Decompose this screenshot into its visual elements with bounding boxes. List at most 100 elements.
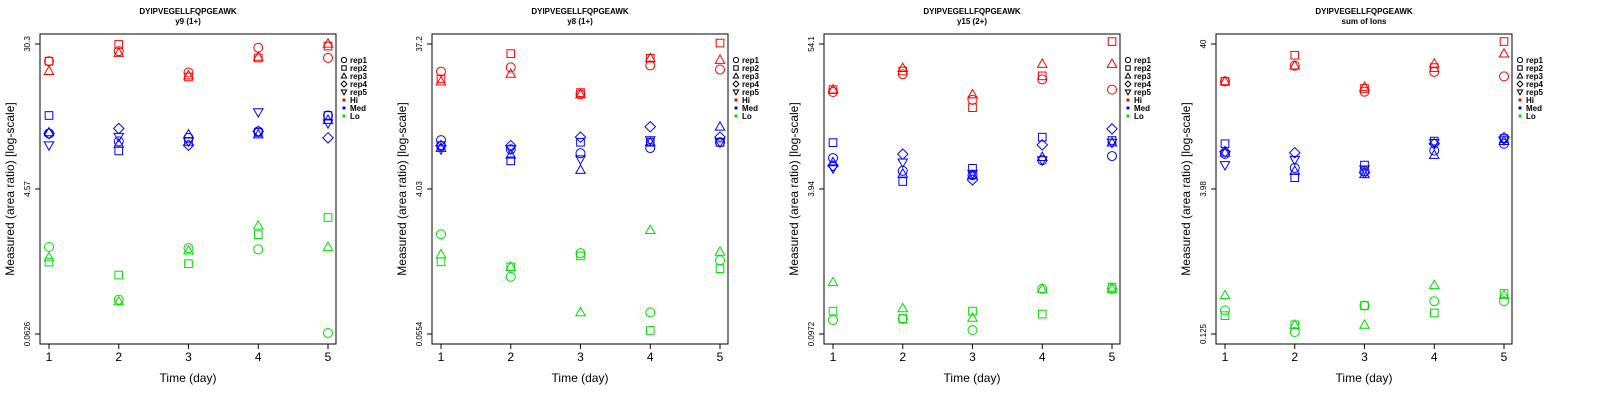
data-point-med-rep4 — [43, 127, 55, 140]
plot-frame — [1215, 33, 1513, 345]
data-point-lo-rep1 — [505, 271, 516, 282]
legend-marker-rep4 — [1516, 80, 1524, 88]
data-point-lo-rep3 — [827, 276, 839, 287]
data-point-lo-rep1 — [1220, 305, 1230, 316]
data-point-med-rep5 — [1219, 161, 1231, 172]
legend-marker-rep5 — [732, 89, 740, 96]
data-point-med-rep4 — [1358, 166, 1371, 179]
data-point-lo-rep2 — [1220, 311, 1230, 320]
legend-label: rep5 — [742, 88, 759, 97]
x-tick-label: 3 — [969, 350, 976, 364]
data-point-lo-rep1 — [715, 255, 725, 266]
data-point-med-rep4 — [644, 120, 657, 133]
data-point-hi-rep3 — [322, 37, 334, 48]
data-point-hi-rep3 — [505, 67, 517, 78]
data-point-lo-rep3 — [1428, 279, 1440, 290]
data-point-med-rep5 — [1036, 156, 1048, 167]
data-point-hi-rep3 — [714, 53, 726, 64]
data-point-med-rep2 — [506, 156, 516, 166]
data-point-hi-rep3 — [252, 50, 264, 61]
data-point-lo-rep3 — [182, 244, 195, 255]
legend-marker-rep2 — [1517, 65, 1523, 71]
data-point-med-rep3 — [1428, 149, 1440, 159]
data-point-lo-rep3 — [574, 306, 587, 317]
legend-label: rep3 — [350, 72, 367, 81]
y-axis-label: Measured (area ratio) [log-scale] — [3, 102, 17, 275]
data-point-med-rep2 — [1290, 173, 1300, 183]
legend-marker-hi — [1126, 98, 1130, 102]
data-point-lo-rep1 — [436, 229, 446, 240]
data-point-lo-rep2 — [576, 251, 585, 261]
data-point-med-rep4 — [322, 131, 334, 144]
data-point-med-rep2 — [576, 137, 585, 147]
y-tick-label: 0.0972 — [807, 321, 816, 346]
legend-marker-lo — [1518, 114, 1522, 118]
data-point-med-rep4 — [112, 122, 125, 135]
data-point-med-rep5 — [644, 136, 656, 147]
data-point-hi-rep1 — [645, 60, 656, 71]
data-point-lo-rep2 — [1429, 308, 1439, 318]
data-point-lo-rep3 — [644, 224, 656, 235]
data-point-lo-rep2 — [253, 230, 263, 240]
data-point-hi-rep1 — [828, 87, 838, 98]
x-tick-label: 4 — [647, 350, 654, 364]
legend-label: Hi — [1526, 96, 1534, 105]
legend-label: rep3 — [1134, 72, 1151, 81]
data-point-lo-rep2 — [715, 264, 725, 274]
x-tick-label: 1 — [438, 350, 445, 364]
data-point-lo-rep1 — [323, 327, 333, 338]
legend-label: rep4 — [350, 80, 367, 89]
legend-label: rep5 — [1134, 88, 1151, 97]
legend-marker-rep1 — [1124, 56, 1132, 64]
data-point-med-rep5 — [252, 108, 264, 119]
data-point-med-rep4 — [1498, 131, 1510, 144]
data-point-med-rep5 — [505, 145, 517, 156]
data-point-hi-rep3 — [1106, 58, 1118, 68]
data-point-hi-rep3 — [827, 83, 839, 94]
x-axis-label: Time (day) — [160, 371, 217, 385]
chart-title: DYIPVEGELLFQPGEAWK — [923, 7, 1021, 16]
x-axis-label: Time (day) — [944, 371, 1001, 385]
y-axis-label: Measured (area ratio) [log-scale] — [395, 102, 409, 275]
data-point-lo-rep3 — [113, 295, 125, 306]
legend-marker-lo — [342, 114, 346, 118]
legend-marker-hi — [342, 98, 346, 102]
data-point-med-rep3 — [1036, 151, 1048, 161]
data-point-lo-rep3 — [1219, 289, 1231, 300]
data-point-hi-rep1 — [113, 46, 124, 57]
data-point-lo-rep2 — [828, 306, 838, 316]
data-point-med-rep4 — [827, 159, 839, 172]
plot-frame — [431, 33, 729, 345]
data-point-med-rep2 — [323, 111, 333, 120]
data-point-med-rep5 — [435, 145, 447, 156]
legend-marker-rep5 — [1516, 89, 1524, 96]
chart-title: DYIPVEGELLFQPGEAWK — [531, 7, 629, 16]
data-point-hi-rep2 — [1290, 50, 1300, 60]
data-point-lo-rep3 — [1289, 318, 1301, 329]
legend-label: Lo — [350, 112, 360, 121]
data-point-med-rep1 — [1107, 151, 1117, 162]
legend-label: rep2 — [1526, 64, 1543, 73]
data-point-hi-rep3 — [182, 69, 195, 80]
legend-marker-rep3 — [1516, 72, 1524, 79]
data-point-med-rep1 — [436, 135, 446, 146]
data-point-med-rep4 — [1288, 146, 1301, 159]
legend-label: rep1 — [742, 56, 759, 65]
legend-marker-rep5 — [1124, 89, 1132, 96]
x-tick-label: 3 — [185, 350, 192, 364]
data-point-hi-rep1 — [1499, 71, 1509, 82]
legend-label: rep4 — [1526, 80, 1543, 89]
legend-marker-rep2 — [341, 65, 347, 71]
data-point-med-rep2 — [1037, 132, 1047, 142]
data-point-med-rep2 — [114, 146, 124, 156]
data-point-lo-rep3 — [322, 241, 334, 251]
legend-marker-rep4 — [732, 80, 740, 88]
data-point-med-rep2 — [44, 111, 54, 120]
data-point-lo-rep3 — [435, 248, 447, 259]
y-tick-label: 40 — [1199, 39, 1208, 48]
